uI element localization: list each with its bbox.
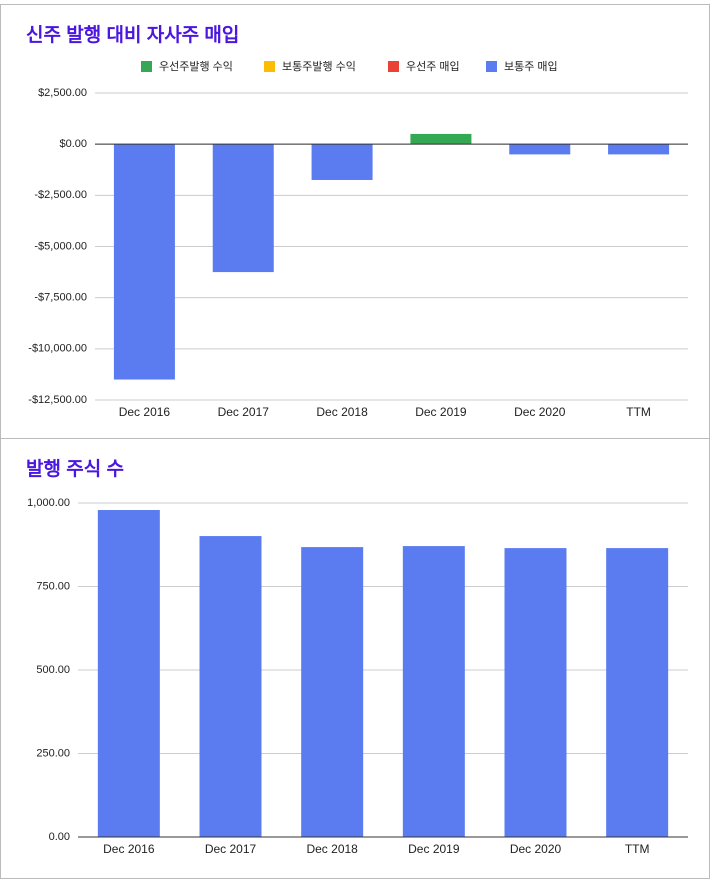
bar [212,144,274,273]
chart-title: 신주 발행 대비 자사주 매입 [26,24,239,46]
x-tick-label: Dec 2017 [205,842,257,856]
bar [97,510,160,837]
y-tick-label: $0.00 [59,138,87,150]
x-tick-label: Dec 2016 [119,405,171,419]
bar [606,548,669,837]
y-tick-label: 1,000.00 [27,497,70,509]
y-tick-label: -$2,500.00 [34,189,87,201]
x-tick-label: Dec 2019 [408,842,460,856]
y-tick-label: -$12,500.00 [28,394,87,406]
x-tick-label: Dec 2017 [218,405,270,419]
x-tick-label: TTM [626,405,651,419]
x-tick-label: Dec 2020 [514,405,566,419]
bar [504,548,567,837]
y-tick-label: -$10,000.00 [28,343,87,355]
chart-title: 발행 주식 수 [26,458,124,480]
bar [509,144,571,155]
legend-swatch [141,61,152,72]
y-tick-label: 500.00 [36,664,70,676]
x-tick-label: Dec 2019 [415,405,467,419]
y-tick-label: $2,500.00 [38,87,87,99]
bar [402,546,465,837]
bar [410,133,472,145]
bar [301,547,364,837]
legend-label: 보통주 매입 [504,60,558,73]
x-tick-label: TTM [625,842,650,856]
bar [608,144,670,155]
legend-swatch [486,61,497,72]
y-tick-label: 0.00 [49,831,70,843]
legend-label: 우선주 매입 [406,60,460,73]
x-tick-label: Dec 2016 [103,842,155,856]
x-tick-label: Dec 2018 [316,405,368,419]
bar [199,536,262,837]
legend-swatch [388,61,399,72]
x-tick-label: Dec 2018 [306,842,358,856]
y-tick-label: 750.00 [36,580,70,592]
bar [311,144,373,180]
legend-label: 우선주발행 수익 [159,60,233,73]
y-tick-label: 250.00 [36,747,70,759]
legend-swatch [264,61,275,72]
y-tick-label: -$5,000.00 [34,240,87,252]
bar [113,144,175,380]
y-tick-label: -$7,500.00 [34,292,87,304]
x-tick-label: Dec 2020 [510,842,562,856]
legend-label: 보통주발행 수익 [282,60,356,73]
